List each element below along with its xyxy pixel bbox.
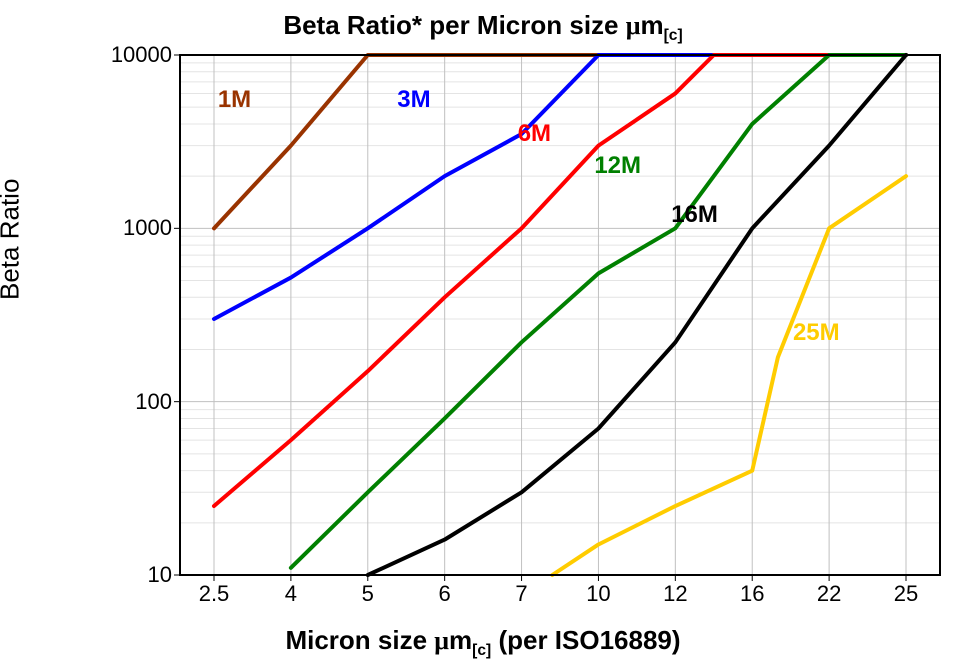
x-axis-title: Micron size μm[c] (per ISO16889): [0, 625, 966, 660]
title-text-pre: Beta Ratio* per Micron size: [283, 10, 625, 40]
x-tick-label: 16: [740, 575, 764, 607]
series-label-1M: 1M: [218, 86, 251, 114]
title-mu: μ: [626, 11, 641, 40]
x-tick-label: 2.5: [199, 575, 230, 607]
x-title-sub: [c]: [472, 642, 491, 659]
y-tick-label: 10: [148, 562, 180, 588]
chart-title: Beta Ratio* per Micron size μm[c]: [0, 10, 966, 45]
series-label-3M: 3M: [397, 86, 430, 114]
series-label-12M: 12M: [594, 152, 641, 180]
x-tick-label: 5: [362, 575, 374, 607]
series-label-16M: 16M: [671, 201, 718, 229]
series-label-6M: 6M: [518, 120, 551, 148]
x-title-pre: Micron size: [285, 625, 434, 655]
x-tick-label: 12: [663, 575, 687, 607]
x-title-mu: μ: [434, 626, 449, 655]
title-m: m: [640, 10, 663, 40]
x-tick-label: 25: [894, 575, 918, 607]
x-title-m: m: [449, 625, 472, 655]
chart-container: Beta Ratio* per Micron size μm[c] Beta R…: [0, 0, 966, 662]
x-tick-label: 4: [285, 575, 297, 607]
plot-area: 2.545671012162225101001000100001M3M6M12M…: [180, 55, 940, 575]
x-tick-label: 10: [586, 575, 610, 607]
x-title-post: (per ISO16889): [491, 625, 680, 655]
series-label-25M: 25M: [793, 319, 840, 347]
y-tick-label: 1000: [123, 215, 180, 241]
y-tick-label: 10000: [111, 42, 180, 68]
x-tick-label: 7: [515, 575, 527, 607]
y-tick-label: 100: [135, 389, 180, 415]
plot-svg: [180, 55, 940, 575]
title-sub: [c]: [664, 27, 683, 44]
x-tick-label: 6: [439, 575, 451, 607]
y-axis-title: Beta Ratio: [0, 179, 26, 300]
x-tick-label: 22: [817, 575, 841, 607]
y-axis-title-text: Beta Ratio: [0, 179, 25, 300]
